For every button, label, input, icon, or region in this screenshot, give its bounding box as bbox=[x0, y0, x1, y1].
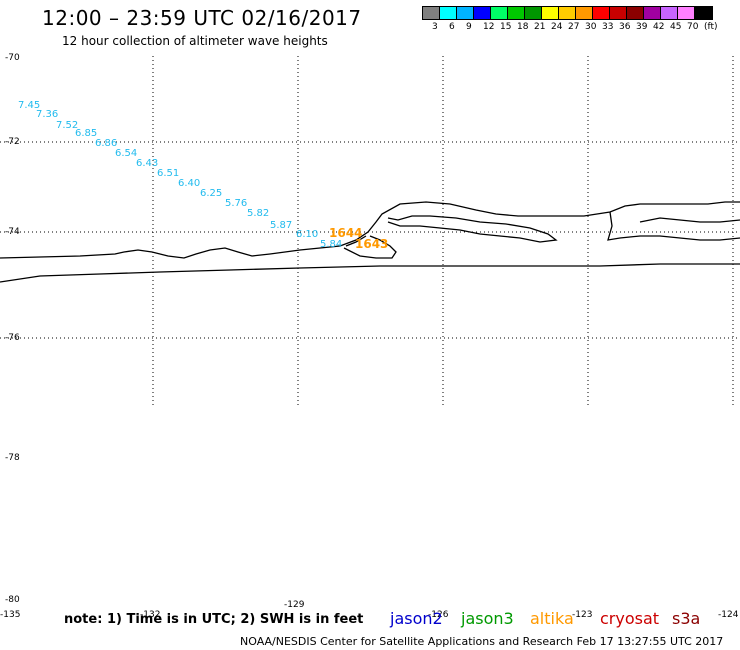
track-time-label: 1644 bbox=[329, 226, 362, 240]
track-time-label: 1643 bbox=[355, 237, 388, 251]
legend-item-jason2: jason2 bbox=[390, 609, 443, 628]
scale-label: 39 bbox=[636, 22, 648, 32]
scale-labels: 3 6 9 12 15 18 21 24 27 30 33 36 39 42 45 70 (ft) bbox=[422, 20, 718, 32]
scale-swatch bbox=[491, 7, 508, 19]
chart-subtitle: 12 hour collection of altimeter wave hei… bbox=[62, 34, 328, 48]
scale-swatch bbox=[423, 7, 440, 19]
scale-label: 12 bbox=[483, 22, 495, 32]
latitude-label: -74 bbox=[5, 227, 20, 237]
scale-swatch bbox=[661, 7, 678, 19]
chart-title: 12:00 – 23:59 UTC 02/16/2017 bbox=[42, 6, 362, 30]
graticule bbox=[0, 56, 740, 408]
wave-height-value: 6.10 bbox=[296, 229, 318, 240]
scale-label: 30 bbox=[585, 22, 597, 32]
coastline bbox=[0, 201, 740, 283]
scale-label: 42 bbox=[653, 22, 665, 32]
wave-height-value: 6.25 bbox=[200, 188, 222, 199]
scale-swatch bbox=[559, 7, 576, 19]
footer-credit: NOAA/NESDIS Center for Satellite Applica… bbox=[240, 635, 724, 648]
scale-color-boxes bbox=[422, 6, 713, 20]
scale-label: 15 bbox=[500, 22, 512, 32]
scale-swatch bbox=[678, 7, 695, 19]
latitude-label: -76 bbox=[5, 333, 20, 343]
longitude-label: -126 bbox=[428, 610, 449, 620]
scale-swatch bbox=[542, 7, 559, 19]
scale-swatch bbox=[695, 7, 712, 19]
scale-swatch bbox=[593, 7, 610, 19]
scale-swatch bbox=[508, 7, 525, 19]
scale-swatch bbox=[576, 7, 593, 19]
latitude-label: -80 bbox=[5, 595, 20, 605]
scale-label: 21 bbox=[534, 22, 546, 32]
scale-swatch bbox=[440, 7, 457, 19]
longitude-label: -123 bbox=[572, 610, 592, 620]
scale-label: (ft) bbox=[704, 22, 718, 32]
scale-swatch bbox=[457, 7, 474, 19]
note-text: note: 1) Time is in UTC; 2) SWH is in fe… bbox=[64, 612, 364, 627]
scale-label: 9 bbox=[466, 22, 472, 32]
scale-swatch bbox=[610, 7, 627, 19]
legend-item-cryosat: cryosat bbox=[600, 609, 660, 628]
wave-height-value: 6.43 bbox=[136, 158, 158, 169]
wave-height-color-scale: 3 6 9 12 15 18 21 24 27 30 33 36 39 42 45 70 (ft) bbox=[422, 6, 718, 32]
scale-label: 33 bbox=[602, 22, 614, 32]
longitude-label: -124 bbox=[718, 610, 739, 620]
scale-swatch bbox=[644, 7, 661, 19]
longitude-label: -135 bbox=[0, 610, 20, 620]
wave-height-value: 5.82 bbox=[247, 208, 269, 219]
legend-item-jason3: jason3 bbox=[461, 609, 514, 628]
scale-swatch bbox=[525, 7, 542, 19]
scale-swatch bbox=[627, 7, 644, 19]
wave-height-value: 7.52 bbox=[56, 120, 78, 131]
scale-label: 24 bbox=[551, 22, 563, 32]
wave-height-value: 6.40 bbox=[178, 178, 200, 189]
wave-height-value: 6.54 bbox=[115, 148, 137, 159]
wave-height-value: 5.76 bbox=[225, 198, 247, 209]
longitude-label: -129 bbox=[284, 600, 305, 610]
scale-label: 70 bbox=[687, 22, 699, 32]
wave-height-value: 6.85 bbox=[75, 128, 97, 139]
scale-label: 27 bbox=[568, 22, 580, 32]
scale-label: 18 bbox=[517, 22, 529, 32]
latitude-label: -70 bbox=[5, 53, 20, 63]
scale-label: 45 bbox=[670, 22, 682, 32]
latitude-label: -78 bbox=[5, 453, 20, 463]
scale-label: 6 bbox=[449, 22, 455, 32]
scale-label: 3 bbox=[432, 22, 438, 32]
scale-label: 36 bbox=[619, 22, 631, 32]
latitude-label: -72 bbox=[5, 137, 20, 147]
wave-height-value: 7.36 bbox=[36, 109, 58, 120]
longitude-label: -132 bbox=[140, 610, 160, 620]
scale-swatch bbox=[474, 7, 491, 19]
wave-height-value: 6.86 bbox=[95, 138, 117, 149]
wave-height-value: 6.51 bbox=[157, 168, 179, 179]
legend-item-altika: altika bbox=[530, 609, 574, 628]
wave-height-value: 5.87 bbox=[270, 220, 292, 231]
wave-height-value: 5.84 bbox=[320, 239, 342, 250]
legend-item-s3a: s3a bbox=[672, 609, 701, 628]
wave-height-value: 7.45 bbox=[18, 100, 40, 111]
